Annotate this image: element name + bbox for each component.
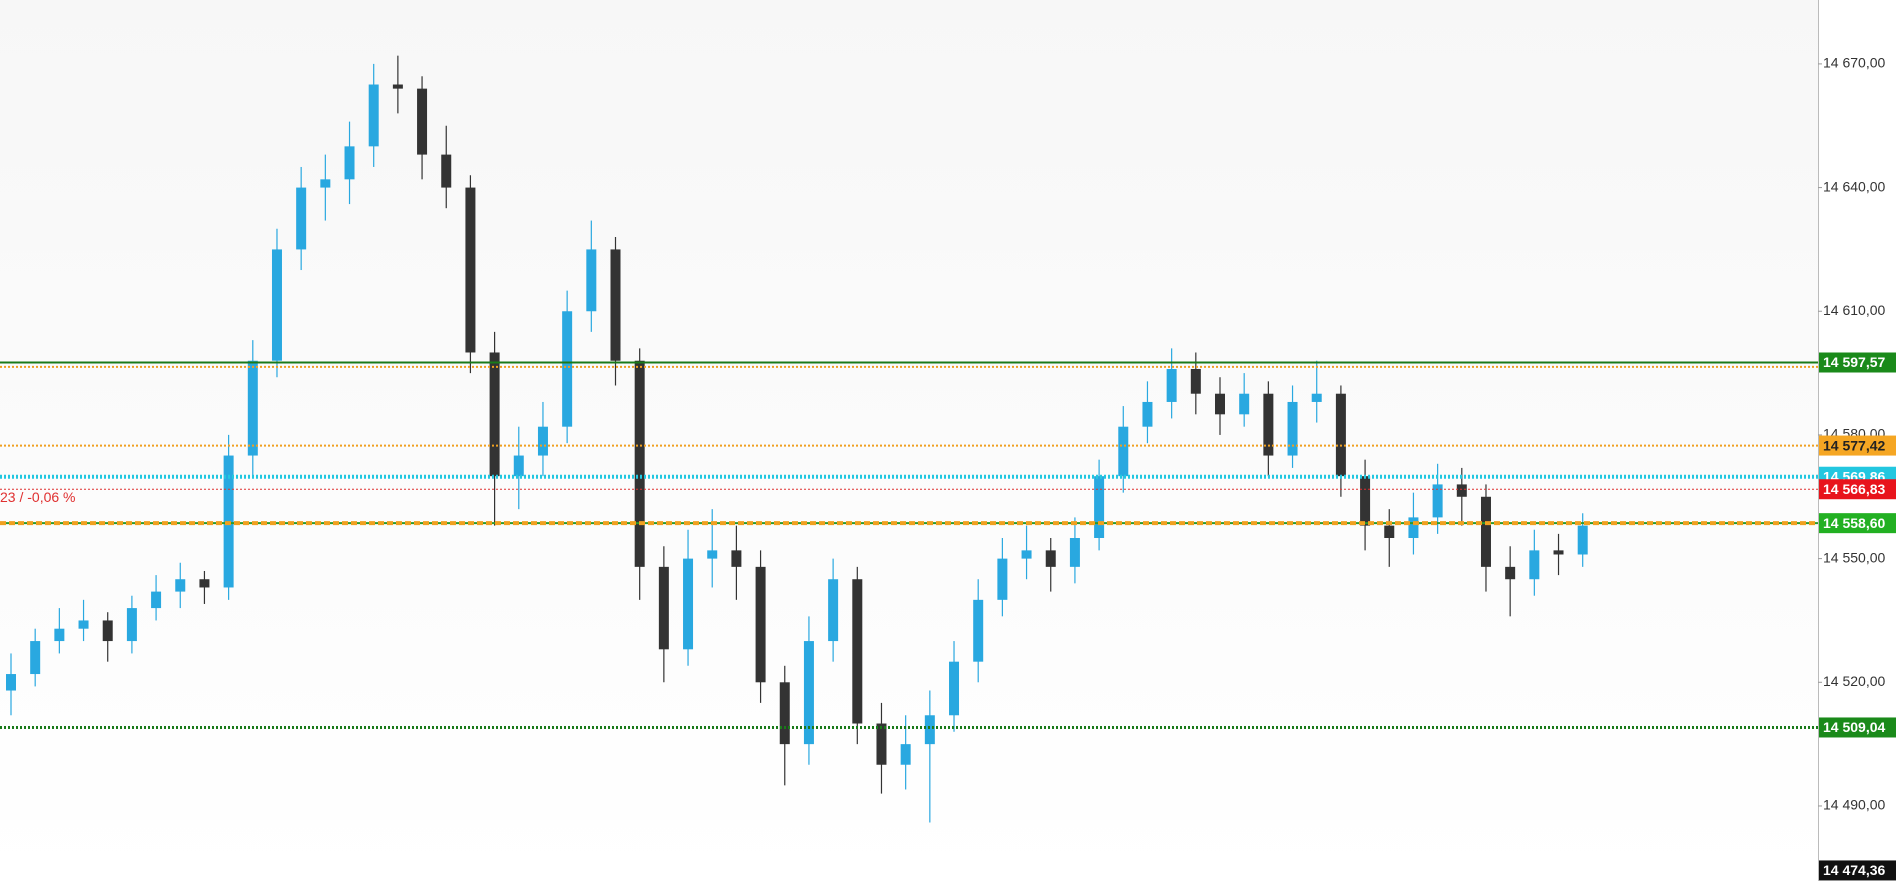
- y-tick-label: 14 490,00: [1823, 797, 1885, 813]
- candle-body: [199, 579, 210, 588]
- candle-body: [30, 641, 41, 675]
- plot-area: [0, 0, 1818, 881]
- candle-body: [1166, 368, 1177, 402]
- candle-body: [731, 550, 742, 567]
- candle-body: [1456, 484, 1467, 497]
- level-label-bg: [1819, 479, 1896, 500]
- candle-body: [175, 579, 186, 592]
- candle-body: [1239, 393, 1250, 415]
- candle-body: [513, 455, 524, 477]
- candle-body: [102, 620, 113, 642]
- candle-body: [924, 715, 935, 745]
- candle-body: [1505, 566, 1516, 580]
- level-label: 14 509,04: [1823, 719, 1885, 735]
- candle-body: [537, 426, 548, 456]
- candle-body: [1311, 393, 1322, 402]
- candle-body: [296, 187, 307, 250]
- candle-body: [828, 579, 839, 642]
- candle-body: [876, 723, 887, 765]
- annotation: 23 / -0,06 %: [0, 489, 76, 505]
- candle-body: [755, 566, 766, 683]
- candle-body: [247, 360, 258, 456]
- level-label: 14 558,60: [1823, 515, 1885, 531]
- candle-body: [1553, 550, 1564, 555]
- candle-body: [344, 146, 355, 180]
- level-label: 14 577,42: [1823, 437, 1885, 453]
- level-label: 14 597,57: [1823, 354, 1885, 370]
- candle-body: [1190, 368, 1201, 394]
- cursor-label-bg: [1819, 860, 1896, 881]
- candle-body: [1215, 393, 1225, 415]
- candle-body: [1480, 496, 1491, 567]
- level-label-bg: [1819, 717, 1896, 738]
- candle-body: [1263, 393, 1274, 456]
- candle-body: [489, 352, 500, 477]
- candle-body: [1432, 484, 1443, 518]
- candle-body: [1360, 476, 1371, 526]
- level-label-bg: [1819, 435, 1896, 456]
- candle-body: [126, 608, 137, 642]
- level-label-bg: [1819, 352, 1896, 373]
- level-label: 14 566,83: [1823, 481, 1885, 497]
- candle-body: [1287, 401, 1298, 456]
- candle-body: [779, 682, 790, 745]
- candle-body: [900, 744, 911, 765]
- candle-body: [973, 599, 984, 662]
- candle-body: [441, 154, 452, 188]
- candle-body: [634, 360, 645, 567]
- candle-body: [1094, 476, 1105, 538]
- candle-body: [707, 550, 718, 559]
- candle-body: [54, 628, 65, 642]
- candle-body: [417, 88, 428, 155]
- candle-body: [271, 249, 282, 361]
- level-label-bg: [1819, 513, 1896, 534]
- cursor-label: 14 474,36: [1823, 862, 1885, 878]
- candle-body: [562, 311, 573, 427]
- candle-body: [586, 249, 597, 312]
- candle-body: [392, 84, 403, 89]
- candle-body: [1577, 525, 1588, 555]
- candle-body: [852, 579, 863, 724]
- candle-body: [6, 674, 16, 691]
- candle-body: [465, 187, 476, 353]
- candle-body: [320, 179, 331, 188]
- candle-body: [949, 661, 960, 716]
- y-tick-label: 14 670,00: [1823, 55, 1885, 71]
- candle-body: [368, 84, 379, 147]
- y-tick-label: 14 640,00: [1823, 178, 1885, 194]
- candle-body: [1384, 525, 1395, 538]
- candle-body: [1335, 393, 1346, 477]
- candle-body: [1045, 550, 1056, 567]
- candle-body: [78, 620, 89, 629]
- y-tick-label: 14 550,00: [1823, 549, 1885, 565]
- candle-body: [1142, 401, 1153, 427]
- candle-body: [1069, 537, 1080, 567]
- candle-body: [803, 641, 814, 745]
- candle-body: [610, 249, 621, 361]
- candle-body: [1529, 550, 1540, 580]
- candle-body: [683, 558, 694, 650]
- y-tick-label: 14 610,00: [1823, 302, 1885, 318]
- candle-body: [658, 566, 669, 650]
- y-tick-label: 14 520,00: [1823, 673, 1885, 689]
- candle-body: [997, 558, 1008, 600]
- candle-body: [151, 591, 162, 609]
- candle-body: [1118, 426, 1129, 477]
- candle-body: [1021, 550, 1032, 559]
- candle-body: [1408, 517, 1419, 538]
